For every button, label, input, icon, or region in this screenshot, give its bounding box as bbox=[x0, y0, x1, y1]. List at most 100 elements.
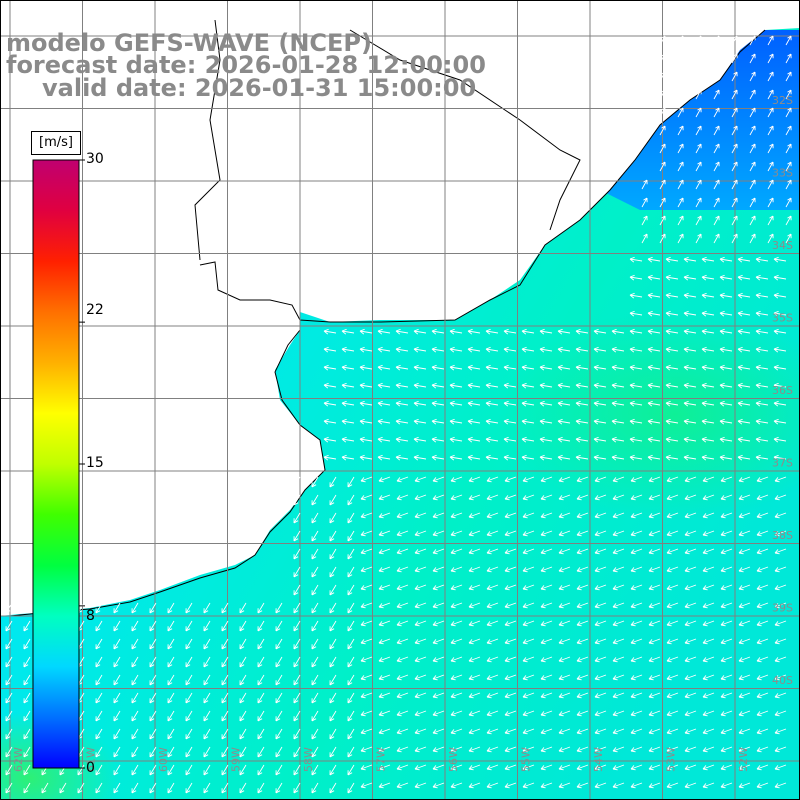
wind-arrow bbox=[504, 728, 517, 735]
wind-arrow bbox=[659, 89, 666, 100]
wind-arrow bbox=[677, 161, 684, 172]
wind-arrow bbox=[522, 746, 535, 753]
wind-arrow bbox=[611, 400, 625, 407]
wind-arrow bbox=[467, 328, 481, 335]
wind-arrow bbox=[576, 584, 589, 591]
wind-arrow bbox=[647, 454, 661, 461]
wind-arrow bbox=[665, 454, 679, 461]
wind-arrow bbox=[785, 233, 792, 244]
wind-arrow bbox=[323, 454, 337, 461]
wind-arrow bbox=[432, 494, 445, 501]
wind-arrow bbox=[695, 125, 702, 136]
wind-arrow bbox=[486, 656, 499, 663]
wind-arrow bbox=[774, 764, 787, 771]
wind-arrow bbox=[396, 710, 409, 717]
wind-arrow bbox=[396, 638, 409, 645]
wind-arrow bbox=[521, 346, 535, 353]
wind-arrow bbox=[293, 620, 301, 632]
wind-arrow bbox=[347, 674, 355, 686]
wind-arrow bbox=[558, 782, 571, 789]
wind-arrow bbox=[5, 728, 13, 740]
wind-arrow bbox=[648, 782, 661, 789]
wind-arrow bbox=[185, 674, 193, 686]
wind-arrow bbox=[558, 620, 571, 627]
wind-arrow bbox=[377, 328, 391, 335]
wind-arrow bbox=[648, 656, 661, 663]
wind-arrow bbox=[360, 566, 373, 573]
wind-arrow bbox=[630, 782, 643, 789]
wind-arrow bbox=[5, 602, 13, 614]
wind-arrow bbox=[467, 400, 481, 407]
wind-arrow bbox=[756, 656, 769, 663]
wind-arrow bbox=[185, 728, 193, 740]
wind-arrow bbox=[167, 656, 175, 668]
wind-arrow bbox=[702, 530, 715, 537]
wind-arrow bbox=[647, 436, 661, 443]
wind-arrow bbox=[713, 197, 720, 208]
wind-arrow bbox=[521, 436, 535, 443]
wind-arrow bbox=[432, 620, 445, 627]
wind-arrow bbox=[684, 746, 697, 753]
wind-arrow bbox=[666, 584, 679, 591]
wind-arrow bbox=[785, 71, 792, 82]
wind-arrow bbox=[540, 548, 553, 555]
wind-arrow bbox=[594, 746, 607, 753]
wind-arrow bbox=[311, 476, 319, 488]
wind-arrow bbox=[95, 764, 103, 776]
wind-arrow bbox=[666, 674, 679, 681]
wind-arrow bbox=[59, 782, 67, 794]
wind-arrow bbox=[432, 530, 445, 537]
wind-arrow bbox=[149, 728, 157, 740]
lon-label: 57W bbox=[375, 747, 388, 772]
wind-arrow bbox=[378, 530, 391, 537]
colorbar bbox=[32, 159, 85, 769]
wind-arrow bbox=[311, 728, 319, 740]
wind-arrow bbox=[432, 692, 445, 699]
wind-arrow bbox=[360, 494, 373, 501]
wind-arrow bbox=[311, 512, 319, 524]
wind-arrow bbox=[720, 548, 733, 555]
wind-arrow bbox=[341, 382, 355, 389]
wind-arrow bbox=[695, 215, 702, 226]
wind-arrow bbox=[311, 494, 319, 506]
wind-arrow bbox=[113, 602, 121, 614]
wind-arrow bbox=[378, 566, 391, 573]
wind-arrow bbox=[413, 346, 427, 353]
wind-arrow bbox=[629, 274, 643, 281]
wind-arrow bbox=[311, 674, 319, 686]
wind-arrow bbox=[773, 328, 787, 335]
wind-arrow bbox=[755, 436, 769, 443]
wind-arrow bbox=[731, 233, 738, 244]
wind-arrow bbox=[612, 674, 625, 681]
wind-arrow bbox=[185, 692, 193, 704]
wind-arrow bbox=[785, 125, 792, 136]
wind-arrow bbox=[467, 454, 481, 461]
lon-label: 55W bbox=[520, 747, 533, 772]
wind-arrow bbox=[774, 530, 787, 537]
wind-arrow bbox=[702, 692, 715, 699]
wind-arrow bbox=[413, 418, 427, 425]
wind-arrow bbox=[612, 548, 625, 555]
wind-arrow bbox=[467, 436, 481, 443]
wind-arrow bbox=[504, 530, 517, 537]
wind-arrow bbox=[612, 584, 625, 591]
wind-arrow bbox=[701, 418, 715, 425]
wind-arrow bbox=[23, 692, 31, 704]
wind-arrow bbox=[558, 728, 571, 735]
wind-arrow bbox=[239, 602, 247, 614]
wind-arrow bbox=[486, 782, 499, 789]
wind-arrow bbox=[329, 530, 337, 542]
wind-arrow bbox=[360, 782, 373, 789]
wind-arrow bbox=[432, 638, 445, 645]
wind-arrow bbox=[557, 418, 571, 425]
wind-arrow bbox=[629, 328, 643, 335]
wind-arrow bbox=[378, 512, 391, 519]
wind-arrow bbox=[558, 746, 571, 753]
wind-arrow bbox=[773, 310, 787, 317]
wind-arrow bbox=[558, 584, 571, 591]
wind-arrow bbox=[593, 346, 607, 353]
forecast-date: forecast date: 2026-01-28 12:00:00 bbox=[6, 51, 486, 79]
wind-arrow bbox=[683, 400, 697, 407]
wind-arrow bbox=[449, 328, 463, 335]
